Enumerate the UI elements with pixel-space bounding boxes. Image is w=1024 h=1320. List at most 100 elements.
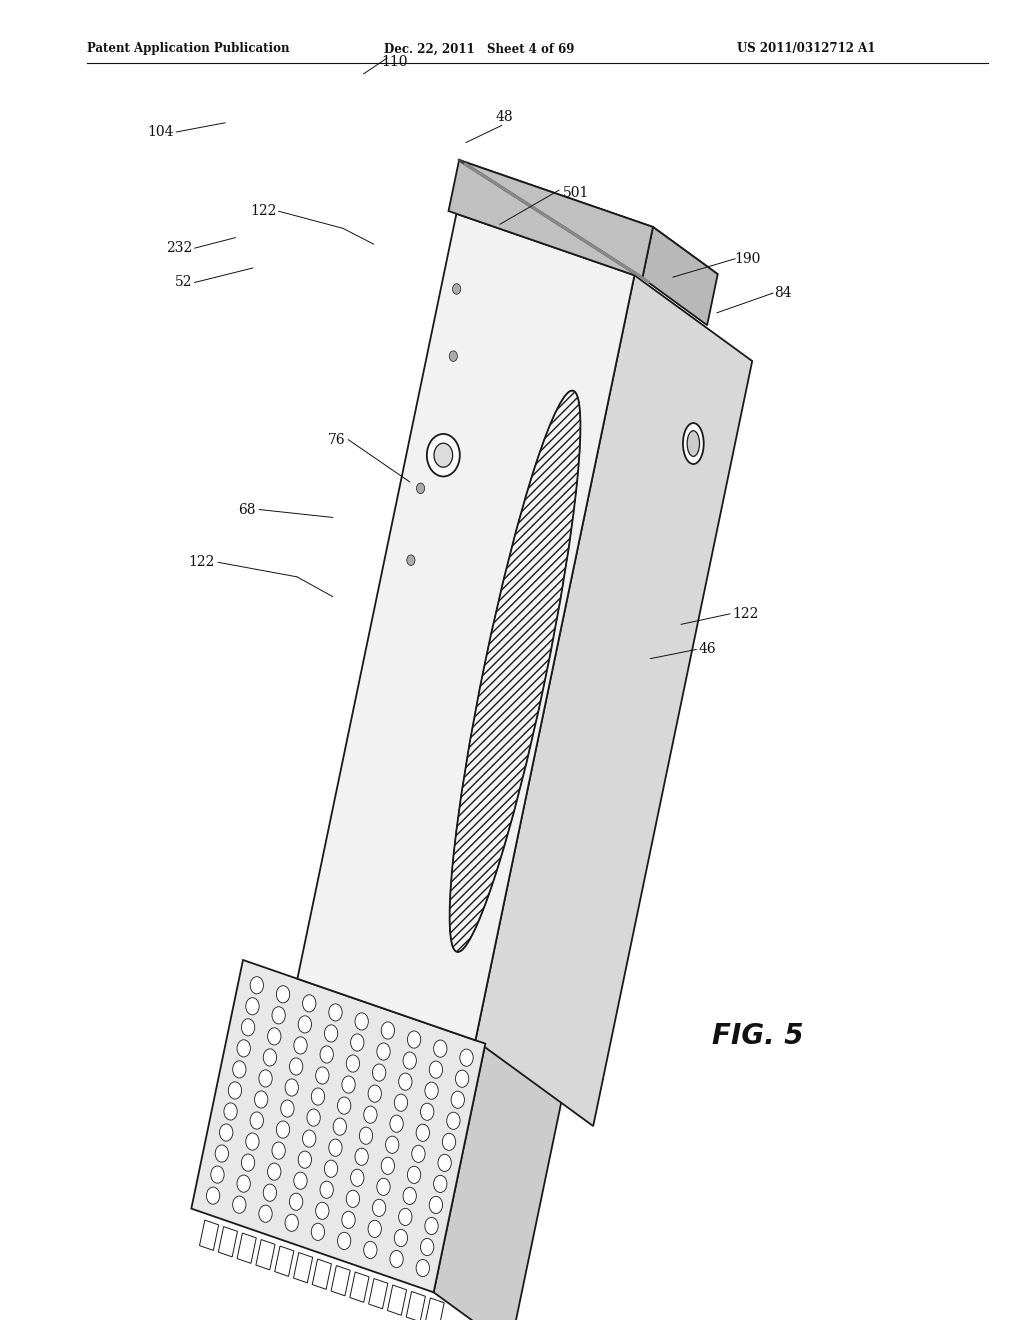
Ellipse shape [325,1024,338,1041]
Ellipse shape [311,1088,325,1105]
Ellipse shape [346,1055,359,1072]
Ellipse shape [250,1111,263,1129]
Text: 76: 76 [328,433,345,446]
Ellipse shape [398,1073,412,1090]
Ellipse shape [381,1158,394,1175]
Ellipse shape [438,1154,452,1171]
Text: 48: 48 [496,110,514,124]
Polygon shape [449,160,653,279]
Ellipse shape [398,1208,412,1225]
Ellipse shape [342,1076,355,1093]
Ellipse shape [276,986,290,1003]
Ellipse shape [407,554,415,565]
Ellipse shape [263,1184,276,1201]
Ellipse shape [350,1034,364,1051]
Polygon shape [642,227,718,325]
Polygon shape [369,1279,388,1309]
Ellipse shape [311,1224,325,1241]
Ellipse shape [368,1085,381,1102]
Text: 52: 52 [175,276,193,289]
Ellipse shape [412,1146,425,1163]
Text: 501: 501 [563,186,590,199]
Ellipse shape [687,430,699,457]
Ellipse shape [452,1092,465,1109]
Ellipse shape [294,1172,307,1189]
Ellipse shape [394,1094,408,1111]
Ellipse shape [364,1106,377,1123]
Ellipse shape [272,1142,286,1159]
Polygon shape [200,1220,219,1250]
Text: 104: 104 [147,125,174,139]
Ellipse shape [377,1179,390,1196]
Ellipse shape [416,1125,429,1142]
Polygon shape [387,1284,407,1315]
Text: Dec. 22, 2011   Sheet 4 of 69: Dec. 22, 2011 Sheet 4 of 69 [384,42,574,55]
Polygon shape [274,1246,294,1276]
Ellipse shape [285,1078,298,1096]
Ellipse shape [446,1113,460,1130]
Ellipse shape [329,1139,342,1156]
Polygon shape [238,1233,256,1263]
Ellipse shape [242,1154,255,1171]
Ellipse shape [364,1241,377,1258]
Ellipse shape [321,1181,334,1199]
Ellipse shape [329,1003,342,1020]
Ellipse shape [250,977,263,994]
Ellipse shape [228,1082,242,1100]
Ellipse shape [342,1212,355,1229]
Ellipse shape [255,1090,268,1107]
Polygon shape [350,1272,369,1303]
Ellipse shape [373,1064,386,1081]
Ellipse shape [219,1123,232,1140]
Ellipse shape [450,351,458,362]
Ellipse shape [346,1191,359,1208]
Ellipse shape [416,1259,429,1276]
Ellipse shape [350,1170,364,1187]
Polygon shape [425,1298,444,1320]
Ellipse shape [377,1043,390,1060]
Ellipse shape [429,1061,442,1078]
Ellipse shape [333,1118,346,1135]
Ellipse shape [294,1036,307,1053]
Text: 122: 122 [732,607,759,620]
Ellipse shape [453,284,461,294]
Text: 68: 68 [239,503,256,516]
Ellipse shape [373,1200,386,1217]
Ellipse shape [381,1022,394,1039]
Polygon shape [459,160,718,275]
Ellipse shape [321,1045,334,1063]
Ellipse shape [403,1187,417,1204]
Ellipse shape [425,1082,438,1100]
Ellipse shape [390,1115,403,1133]
Text: 232: 232 [166,242,193,255]
Polygon shape [312,1259,332,1290]
Polygon shape [407,1291,425,1320]
Ellipse shape [298,1151,311,1168]
Ellipse shape [450,391,581,952]
Ellipse shape [298,1016,311,1034]
Ellipse shape [456,1071,469,1088]
Ellipse shape [302,995,315,1012]
Ellipse shape [224,1104,238,1121]
Ellipse shape [272,1007,286,1024]
Ellipse shape [403,1052,417,1069]
Ellipse shape [259,1071,272,1088]
Ellipse shape [433,1175,446,1192]
Text: Patent Application Publication: Patent Application Publication [87,42,290,55]
Text: 122: 122 [250,205,276,218]
Ellipse shape [267,1028,281,1045]
Ellipse shape [434,444,453,467]
Ellipse shape [246,998,259,1015]
Ellipse shape [425,1217,438,1234]
Ellipse shape [207,1187,220,1204]
Ellipse shape [433,1040,446,1057]
Ellipse shape [307,1109,321,1126]
Polygon shape [297,214,635,1040]
Ellipse shape [290,1193,303,1210]
Ellipse shape [211,1166,224,1183]
Ellipse shape [427,434,460,477]
Ellipse shape [386,1137,399,1154]
Ellipse shape [215,1144,228,1162]
Ellipse shape [355,1148,369,1166]
Text: FIG. 5: FIG. 5 [712,1022,803,1051]
